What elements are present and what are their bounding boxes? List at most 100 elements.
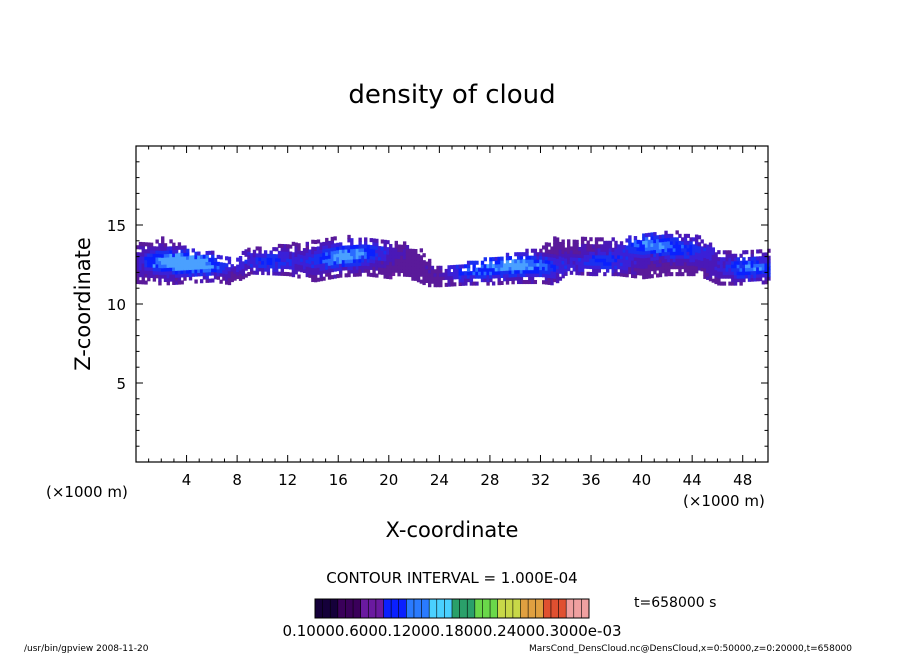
density-cell bbox=[386, 264, 390, 269]
density-cell bbox=[614, 258, 618, 263]
density-cell bbox=[628, 252, 632, 257]
density-cell bbox=[155, 260, 159, 265]
density-cell bbox=[569, 270, 574, 275]
density-cell bbox=[717, 260, 721, 265]
density-cell bbox=[300, 264, 304, 269]
density-cell bbox=[742, 271, 746, 276]
density-cell bbox=[347, 234, 351, 239]
density-cell bbox=[664, 268, 668, 273]
density-cell bbox=[500, 263, 504, 268]
density-cell bbox=[305, 255, 310, 260]
density-cell bbox=[647, 250, 652, 255]
density-cell bbox=[372, 248, 376, 253]
colorbar-segment bbox=[581, 599, 590, 618]
density-cell bbox=[500, 256, 504, 261]
density-cell bbox=[250, 260, 254, 265]
density-cell bbox=[447, 275, 451, 280]
density-cell bbox=[708, 277, 713, 282]
density-cell bbox=[166, 249, 170, 255]
density-cell bbox=[764, 273, 768, 278]
density-cell bbox=[369, 255, 373, 260]
density-cell bbox=[425, 268, 429, 273]
density-cell bbox=[478, 267, 482, 272]
density-cell bbox=[288, 272, 293, 277]
density-cell bbox=[644, 264, 649, 269]
density-cell bbox=[558, 276, 563, 281]
density-cell bbox=[338, 242, 343, 247]
density-cell bbox=[158, 263, 162, 269]
density-cell bbox=[397, 268, 401, 273]
density-cell bbox=[352, 248, 357, 253]
density-cell bbox=[377, 253, 382, 258]
density-cell bbox=[642, 236, 646, 242]
density-cell bbox=[525, 255, 529, 260]
density-cell bbox=[592, 251, 596, 256]
density-cell bbox=[536, 266, 540, 271]
density-cell bbox=[519, 273, 524, 278]
density-cell bbox=[372, 262, 376, 267]
density-cell bbox=[269, 257, 273, 262]
density-cell bbox=[650, 256, 654, 261]
density-cell bbox=[427, 269, 432, 274]
density-cell bbox=[519, 259, 524, 264]
density-cell bbox=[614, 247, 618, 252]
density-cell bbox=[583, 257, 588, 262]
density-cell bbox=[361, 258, 365, 263]
density-cell bbox=[600, 261, 604, 266]
density-cell bbox=[694, 244, 699, 250]
density-cell bbox=[611, 237, 615, 242]
density-cell bbox=[325, 255, 329, 260]
density-cell bbox=[149, 249, 154, 254]
density-cell bbox=[458, 271, 462, 276]
density-cell bbox=[672, 261, 677, 266]
density-cell bbox=[725, 253, 729, 258]
density-cell bbox=[347, 238, 351, 243]
density-cell bbox=[308, 252, 312, 258]
density-cell bbox=[161, 236, 165, 241]
density-cell bbox=[678, 247, 682, 252]
density-cell bbox=[611, 251, 615, 256]
density-cell bbox=[155, 249, 159, 254]
density-cell bbox=[544, 249, 549, 254]
density-cell bbox=[347, 259, 351, 264]
density-cell bbox=[553, 257, 557, 262]
density-cell bbox=[464, 271, 468, 276]
x-unit-left: (×1000 m) bbox=[46, 483, 128, 501]
density-cell bbox=[247, 271, 251, 277]
density-cell bbox=[536, 273, 540, 278]
density-cell bbox=[544, 245, 549, 250]
density-cell bbox=[630, 246, 635, 251]
density-cell bbox=[489, 264, 493, 269]
density-cell bbox=[439, 276, 443, 281]
density-cell bbox=[208, 271, 212, 276]
density-cell bbox=[650, 267, 654, 272]
density-cell bbox=[681, 237, 685, 242]
density-cell bbox=[316, 263, 321, 268]
density-cell bbox=[330, 268, 335, 273]
density-cell bbox=[402, 248, 407, 253]
density-cell bbox=[669, 258, 674, 263]
density-cell bbox=[416, 267, 421, 272]
density-cell bbox=[675, 254, 679, 259]
density-cell bbox=[547, 242, 551, 247]
density-cell bbox=[505, 277, 510, 282]
density-cell bbox=[714, 273, 718, 278]
density-cell bbox=[238, 259, 243, 264]
density-cell bbox=[350, 265, 354, 271]
density-cell bbox=[733, 267, 738, 272]
density-cell bbox=[155, 267, 159, 272]
density-cell bbox=[575, 267, 579, 272]
density-cell bbox=[344, 259, 348, 264]
density-cell bbox=[302, 268, 307, 273]
density-cell bbox=[230, 278, 234, 283]
density-cell bbox=[233, 266, 237, 271]
density-cell bbox=[589, 271, 593, 277]
density-cell bbox=[425, 261, 429, 266]
density-cell bbox=[372, 259, 376, 264]
density-cell bbox=[583, 243, 588, 248]
density-cell bbox=[722, 281, 727, 286]
density-cell bbox=[211, 257, 215, 262]
plot-frame bbox=[135, 145, 769, 463]
density-cell bbox=[369, 272, 373, 277]
density-cell bbox=[558, 241, 563, 247]
